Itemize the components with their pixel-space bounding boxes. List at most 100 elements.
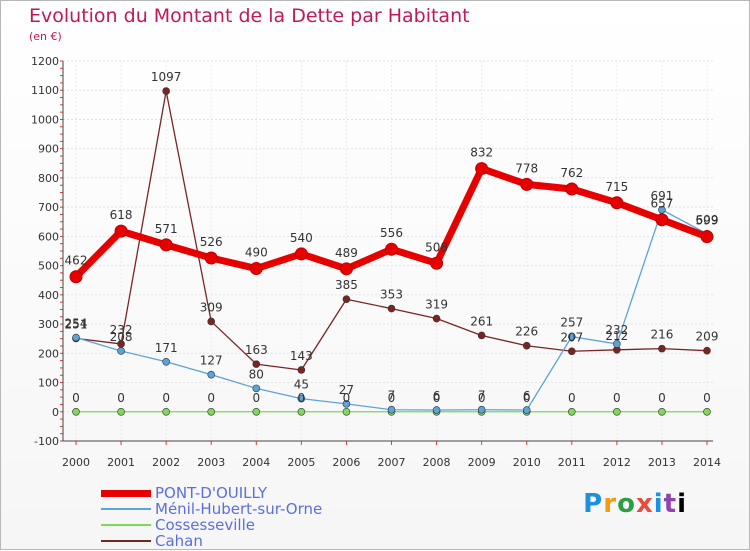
- x-tick-label: 2007: [378, 456, 406, 469]
- data-label: 27: [339, 383, 354, 397]
- data-point: [72, 407, 80, 416]
- data-point: [613, 407, 621, 416]
- data-label: 0: [207, 391, 215, 405]
- data-label: 163: [245, 343, 268, 357]
- data-label: 385: [335, 278, 358, 292]
- data-point: [207, 370, 216, 379]
- data-label: 490: [245, 246, 268, 260]
- data-label: 127: [200, 354, 223, 368]
- data-point: [387, 405, 396, 414]
- proxiti-logo: Proxiti: [583, 489, 687, 519]
- data-label: 489: [335, 246, 358, 260]
- x-tick-label: 2000: [62, 456, 90, 469]
- x-tick-label: 2013: [648, 456, 676, 469]
- data-label: 209: [696, 330, 719, 344]
- data-point: [658, 407, 666, 416]
- data-point: [204, 251, 218, 265]
- data-label: 0: [613, 391, 621, 405]
- data-point: [294, 247, 308, 261]
- data-point: [297, 407, 306, 416]
- data-point: [249, 262, 263, 276]
- data-label: 257: [560, 316, 583, 330]
- data-label: 0: [523, 391, 531, 405]
- data-label: 0: [343, 391, 351, 405]
- data-point: [655, 213, 669, 227]
- data-point: [432, 314, 441, 323]
- data-point: [162, 87, 170, 95]
- data-label: 571: [155, 222, 178, 236]
- data-label: 0: [433, 391, 441, 405]
- y-tick-label: 300: [38, 318, 59, 331]
- legend-label: Cahan: [155, 532, 203, 550]
- data-label: 0: [252, 391, 260, 405]
- data-label: 508: [425, 240, 448, 254]
- data-point: [658, 344, 666, 353]
- data-label: 80: [249, 367, 264, 381]
- legend-swatch: [101, 489, 151, 497]
- data-point: [703, 407, 711, 416]
- legend-label: Cossesseville: [155, 516, 255, 534]
- data-label: 599: [696, 214, 719, 228]
- data-point: [162, 407, 170, 416]
- data-label: 7: [388, 389, 396, 403]
- data-label: 171: [155, 341, 178, 355]
- data-label: 657: [650, 197, 673, 211]
- data-label: 832: [470, 146, 493, 160]
- data-point: [297, 394, 306, 403]
- data-point: [207, 407, 216, 416]
- data-point: [342, 400, 351, 408]
- x-tick-label: 2001: [107, 456, 135, 469]
- data-label: 556: [380, 226, 403, 240]
- data-point: [297, 366, 306, 374]
- data-point: [72, 333, 80, 342]
- data-label: 0: [568, 391, 576, 405]
- y-tick-label: 200: [38, 347, 59, 360]
- legend-swatch: [101, 540, 151, 542]
- x-tick-label: 2009: [468, 456, 496, 469]
- data-point: [567, 332, 576, 341]
- data-point: [342, 407, 351, 416]
- data-point: [477, 405, 486, 414]
- data-label: 1097: [151, 70, 182, 84]
- y-tick-label: 400: [38, 289, 59, 302]
- data-point: [477, 331, 486, 340]
- y-tick-label: -100: [34, 435, 59, 448]
- data-label: 208: [110, 330, 133, 344]
- x-tick-label: 2012: [603, 456, 631, 469]
- data-point: [610, 196, 624, 210]
- y-tick-label: 500: [38, 260, 59, 273]
- y-tick-label: 700: [38, 201, 59, 214]
- x-tick-label: 2008: [423, 456, 451, 469]
- data-label: 216: [650, 328, 673, 342]
- legend-item: Cahan: [101, 533, 322, 549]
- data-label: 778: [515, 161, 538, 175]
- data-point: [613, 340, 621, 348]
- y-tick-label: 600: [38, 230, 59, 243]
- data-label: 0: [117, 391, 125, 405]
- data-label: 762: [560, 166, 583, 180]
- chart-unit: (en €): [29, 30, 62, 43]
- legend-swatch: [101, 524, 151, 526]
- x-tick-label: 2002: [152, 456, 180, 469]
- data-point: [69, 270, 83, 284]
- y-tick-label: 100: [38, 377, 59, 390]
- data-label: 715: [605, 180, 628, 194]
- legend-item: Cossesseville: [101, 517, 322, 533]
- data-label: 540: [290, 231, 313, 245]
- data-label: 251: [65, 317, 88, 331]
- y-tick-label: 1200: [31, 55, 59, 68]
- data-label: 6: [433, 389, 441, 403]
- data-point: [252, 384, 261, 393]
- data-point: [522, 406, 531, 414]
- data-point: [520, 177, 534, 191]
- data-point: [117, 347, 125, 355]
- legend-label: Ménil-Hubert-sur-Orne: [155, 500, 323, 518]
- data-point: [475, 162, 489, 176]
- x-tick-label: 2006: [332, 456, 360, 469]
- data-label: 6: [523, 389, 531, 403]
- data-label: 0: [72, 391, 80, 405]
- x-tick-label: 2005: [287, 456, 315, 469]
- data-label: 309: [200, 300, 223, 314]
- data-point: [567, 347, 576, 356]
